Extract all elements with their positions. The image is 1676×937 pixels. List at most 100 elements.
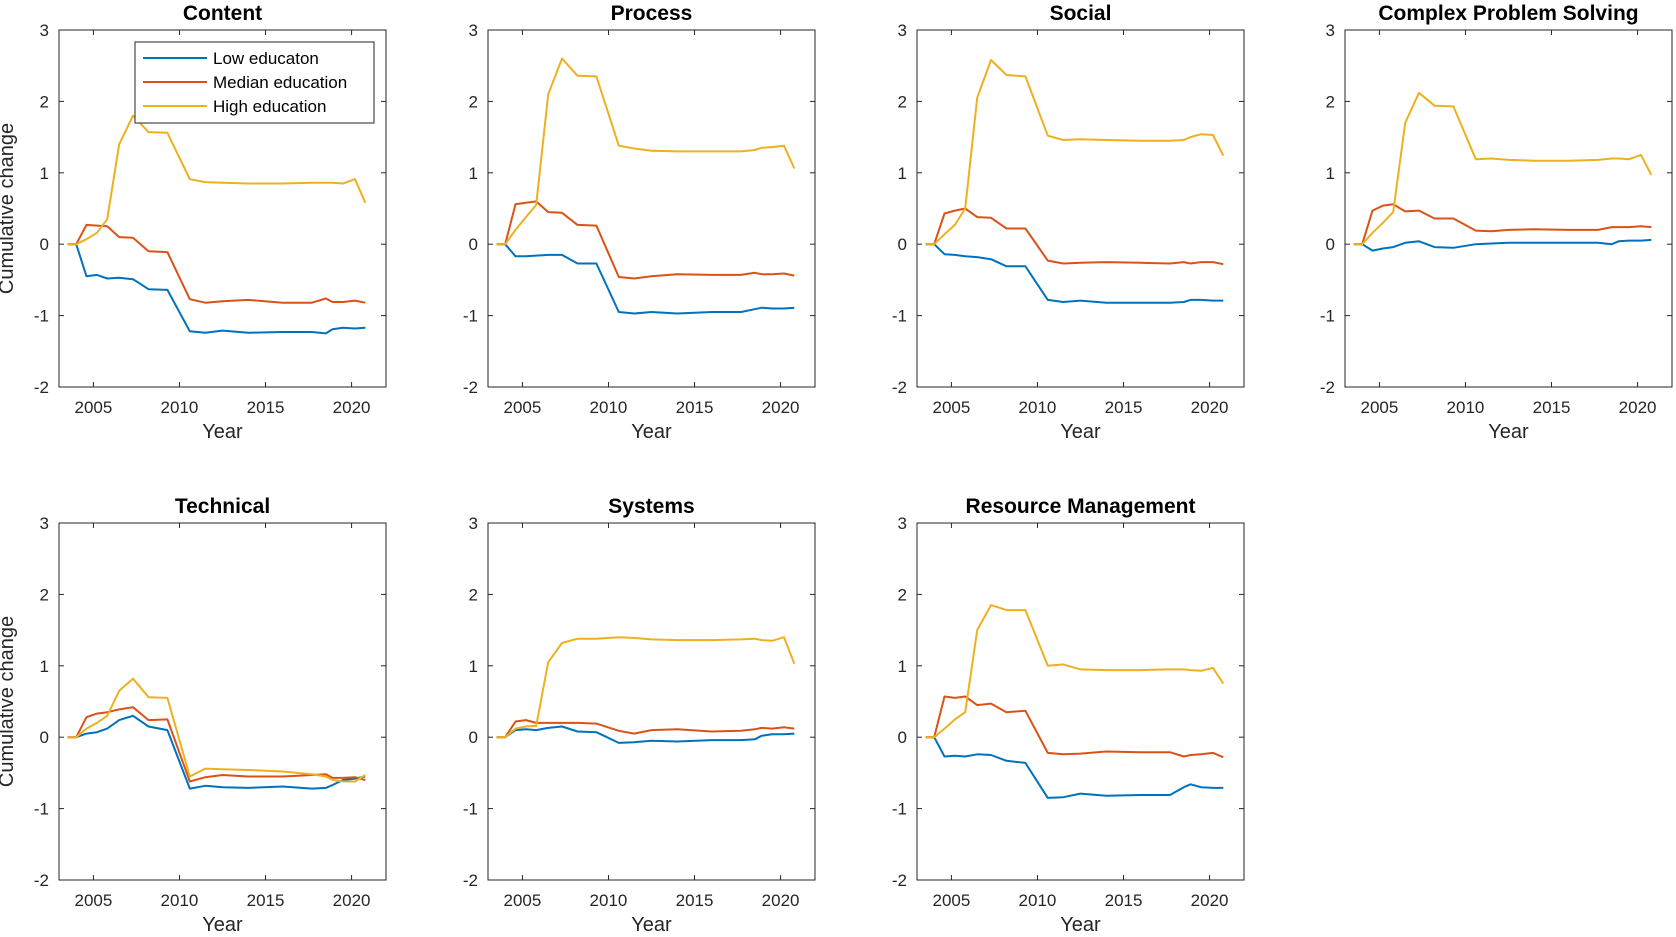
plot-area [916,29,1245,388]
series-line [496,719,795,739]
subplot: 2005 2010 2015 2020 -2 -1 0 1 2 3 Resource Managem… [892,495,1245,936]
legend-entry: Low educaton [213,49,319,68]
series-line [496,57,796,246]
y-tick-label: -2 [892,871,907,890]
y-tick-label: 2 [469,92,478,111]
x-tick-label: 2015 [1105,398,1143,417]
y-tick-label: 0 [1326,235,1335,254]
panel-title: Resource Management [966,495,1196,518]
x-tick-label: 2005 [504,891,542,910]
y-tick-label: -1 [892,800,907,819]
x-tick-label: 2020 [762,891,800,910]
panel-title: Systems [608,495,694,518]
series-line [1353,203,1652,246]
legend: Low educaton Median education High educati… [134,41,375,124]
x-tick-label: 2015 [676,398,714,417]
y-tick-label: 1 [1326,164,1335,183]
series-line [496,243,795,315]
y-tick-label: -1 [892,307,907,326]
y-tick-label: 3 [1326,21,1335,40]
y-tick-label: 3 [898,21,907,40]
series-line [1353,91,1653,246]
x-tick-label: 2010 [590,891,628,910]
legend-entry: Median education [213,73,347,92]
series-line [925,736,1224,799]
subplot: 2005 2010 2015 2020 -2 -1 0 1 2 3 Social Year [892,2,1245,443]
x-tick-label: 2015 [1105,891,1143,910]
y-tick-label: -1 [463,800,478,819]
x-tick-label: 2015 [1533,398,1571,417]
y-tick-label: 1 [40,657,49,676]
y-tick-label: 0 [898,235,907,254]
x-tick-label: 2015 [676,891,714,910]
x-axis-label: Year [1060,914,1101,936]
y-tick-label: -2 [892,378,907,397]
x-axis-label: Year [202,914,243,936]
plot-area [58,522,387,881]
x-tick-label: 2005 [933,891,971,910]
series-line [496,200,795,280]
y-tick-label: 1 [469,657,478,676]
series-line [925,243,1224,304]
subplot: 2005 2010 2015 2020 -2 -1 0 1 2 3 Content Year Cumul… [0,2,387,443]
legend-box [134,41,375,124]
x-tick-label: 2015 [247,398,285,417]
x-tick-label: 2010 [1447,398,1485,417]
y-tick-label: 2 [40,585,49,604]
series-line [925,207,1224,266]
y-tick-label: -1 [463,307,478,326]
x-tick-label: 2020 [1619,398,1657,417]
x-tick-label: 2005 [75,891,113,910]
series-line [67,223,366,304]
x-axis-label: Year [1488,421,1529,443]
y-tick-label: 3 [40,514,49,533]
y-tick-label: -2 [463,378,478,397]
x-tick-label: 2005 [504,398,542,417]
series-line [496,636,796,739]
x-tick-label: 2010 [1019,891,1057,910]
series-line [67,114,367,246]
x-tick-label: 2010 [161,398,199,417]
x-tick-label: 2010 [1019,398,1057,417]
y-tick-label: 2 [898,585,907,604]
subplot: 2005 2010 2015 2020 -2 -1 0 1 2 3 Process Year [463,2,816,443]
y-tick-label: 0 [40,728,49,747]
y-tick-label: -2 [34,378,49,397]
x-tick-label: 2010 [590,398,628,417]
y-tick-label: 3 [40,21,49,40]
subplot: 2005 2010 2015 2020 -2 -1 0 1 2 3 Complex Problem … [1320,2,1673,443]
y-axis-label: Cumulative change [0,123,18,294]
series-line [496,725,795,744]
y-tick-label: 0 [898,728,907,747]
plot-area [487,29,816,388]
x-tick-label: 2020 [762,398,800,417]
panel-title: Process [611,2,693,25]
panel-title: Social [1050,2,1112,25]
y-tick-label: 0 [469,235,478,254]
x-axis-label: Year [631,914,672,936]
x-axis-label: Year [202,421,243,443]
x-tick-label: 2005 [1361,398,1399,417]
y-tick-label: 2 [898,92,907,111]
y-tick-label: -1 [34,800,49,819]
y-tick-label: 3 [469,21,478,40]
series-line [67,243,366,335]
series-line [1353,238,1652,252]
panel-title: Content [183,2,262,25]
y-tick-label: 1 [469,164,478,183]
x-axis-label: Year [1060,421,1101,443]
x-tick-label: 2010 [161,891,199,910]
y-tick-label: 1 [898,164,907,183]
panel-title: Technical [175,495,270,518]
y-tick-label: 1 [898,657,907,676]
series-line [925,59,1225,246]
y-tick-label: 2 [1326,92,1335,111]
x-tick-label: 2020 [333,398,371,417]
series-line [67,677,366,783]
y-tick-label: 2 [469,585,478,604]
y-tick-label: -2 [34,871,49,890]
y-tick-label: -1 [1320,307,1335,326]
y-axis-label: Cumulative change [0,616,18,787]
x-tick-label: 2020 [333,891,371,910]
